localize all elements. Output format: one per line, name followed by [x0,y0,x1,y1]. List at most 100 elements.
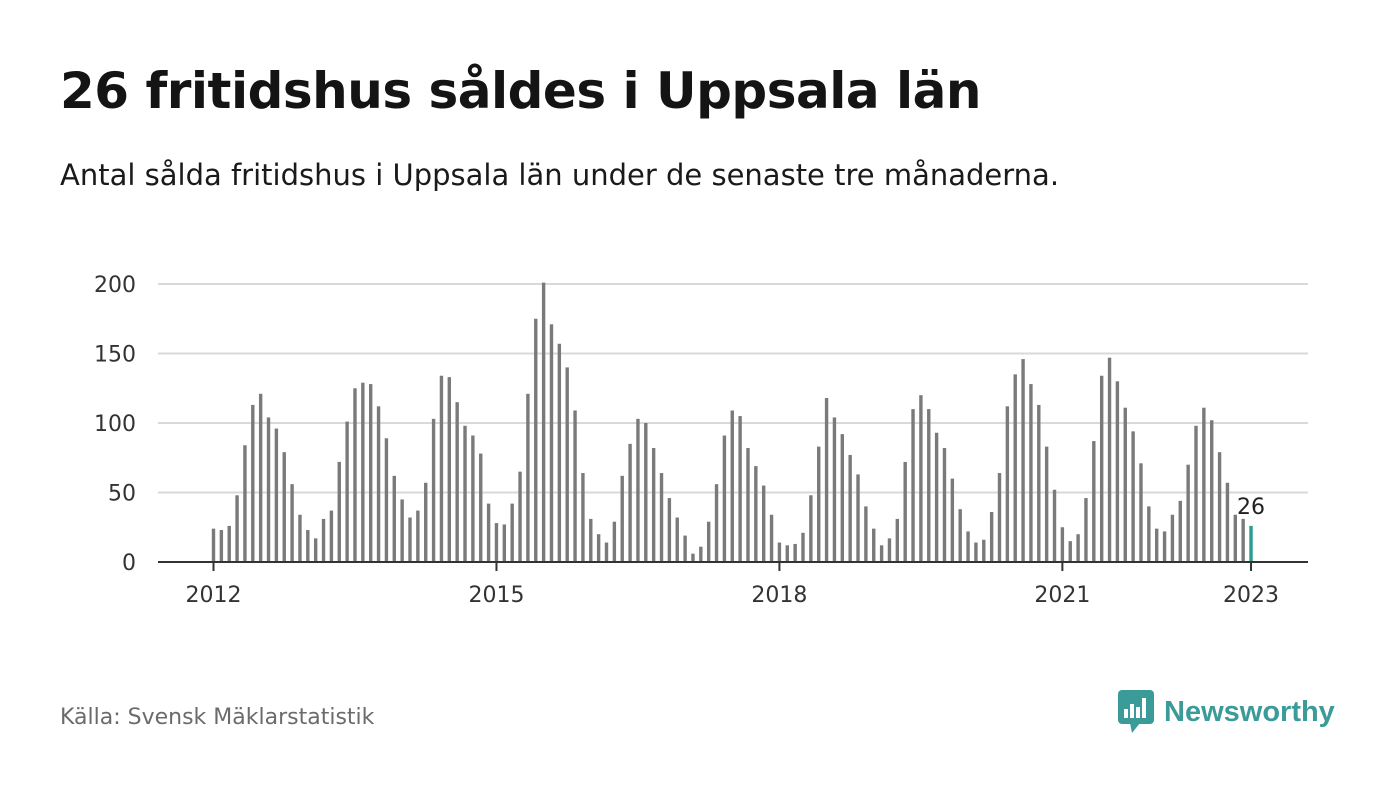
bar [400,499,404,562]
bar [1013,374,1017,562]
bar [699,546,703,562]
bar [243,445,247,562]
bar [769,514,774,562]
bar [235,495,239,562]
bar [313,538,318,562]
bar [447,377,451,562]
bar [306,530,310,562]
bar [675,517,679,562]
source-note: Källa: Svensk Mäklarstatistik [60,705,375,730]
bar [612,521,617,562]
bar [636,418,640,562]
bar [746,448,750,562]
bar [219,530,224,562]
bar [526,393,530,562]
bar [1155,528,1159,562]
data-labels: 26 [1237,495,1265,520]
bar [471,435,475,562]
bar [974,542,978,562]
bar [1217,452,1222,562]
bar [667,498,672,562]
bar [227,525,231,562]
bar [416,510,420,562]
bar [777,542,782,562]
bar [510,503,514,562]
bar [722,435,727,562]
y-tick-label: 200 [94,273,136,298]
bar [872,528,876,562]
bar [408,517,412,562]
bar [1147,506,1151,562]
bar [1123,407,1127,562]
brand-logo: Newsworthy [1118,690,1335,734]
bar [1170,514,1175,562]
bar [989,511,994,562]
bar [895,518,900,562]
bar [919,395,923,562]
bar [258,393,263,562]
bar [353,388,357,562]
bar [518,471,522,562]
bar [290,484,294,562]
bar [502,524,507,562]
x-tick-label: 2021 [1034,583,1090,608]
bar [1076,534,1080,562]
bar [384,438,389,562]
bar [1210,420,1214,562]
bar [1037,404,1041,562]
bar [376,406,381,562]
bar [549,324,554,562]
bar [581,473,585,562]
bar [345,421,349,562]
bar [211,528,216,562]
bar [824,397,829,562]
bar [573,410,577,562]
bar [604,542,609,562]
bar [683,535,687,562]
bar [927,409,931,562]
bar [903,461,907,562]
bar [1202,407,1206,562]
bar [1052,489,1057,562]
bar [950,478,955,562]
bar-highlight [1249,525,1253,562]
bar [1107,357,1112,562]
bar [714,484,719,562]
bar [392,475,396,562]
bar [628,443,632,562]
bar [565,367,569,562]
bar [738,416,742,562]
bar [494,523,499,562]
bar [934,432,939,562]
brand-name: Newsworthy [1164,695,1335,728]
bar [424,482,428,562]
bar [887,538,892,562]
bars [211,282,1253,562]
bar [966,531,970,562]
bar [1021,359,1025,562]
chart-subtitle: Antal sålda fritidshus i Uppsala län und… [60,158,1060,192]
bar [534,318,538,562]
bar [1092,441,1096,562]
bar [486,503,491,562]
bar [282,452,286,562]
bar [651,448,656,562]
bar [730,410,734,562]
bar [840,434,844,562]
x-tick-label: 2023 [1223,583,1279,608]
bar [1060,527,1065,562]
bar [463,425,467,562]
bar [864,506,868,562]
bar [1068,541,1072,562]
bar [809,495,813,562]
x-tick-label: 2015 [468,583,524,608]
bar [644,423,648,562]
bar [1241,518,1245,562]
bar [1233,514,1237,562]
bar [337,461,341,562]
bar [801,532,805,562]
highlight-value-label: 26 [1237,495,1265,520]
bar [942,448,947,562]
bar [1194,425,1198,562]
